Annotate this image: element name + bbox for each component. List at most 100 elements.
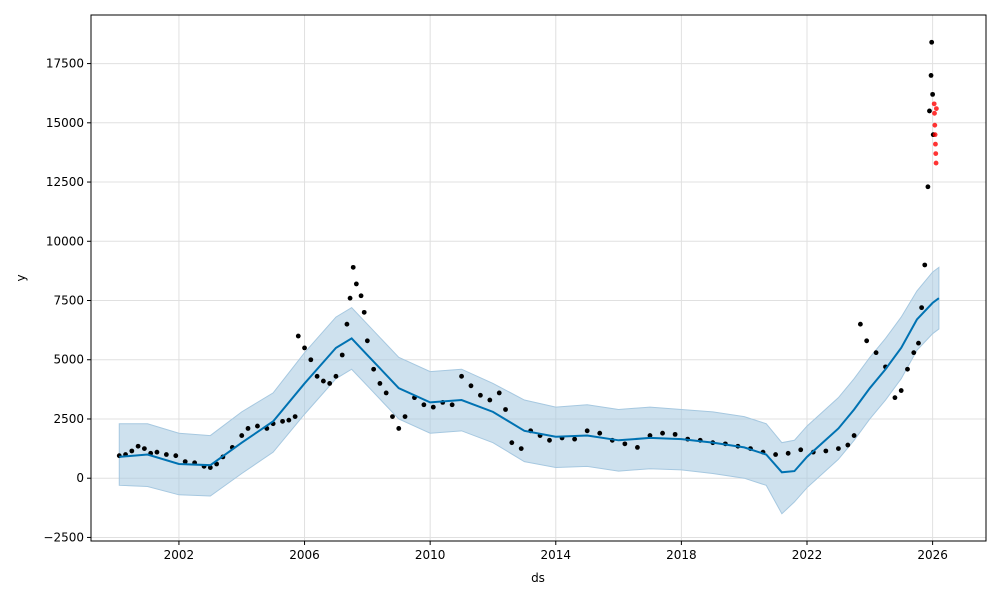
- observed-point: [364, 338, 370, 344]
- observed-point: [857, 321, 863, 327]
- observed-point: [358, 293, 364, 299]
- x-axis-label: ds: [531, 571, 545, 585]
- observed-point: [347, 295, 353, 301]
- y-axis: −2500 0 2500 5000 7500 10000 12500 15000 17500: [43, 57, 91, 544]
- forecast-point: [933, 151, 939, 157]
- observed-point: [173, 453, 179, 459]
- observed-point: [314, 373, 320, 379]
- observed-point: [383, 390, 389, 396]
- observed-point: [182, 459, 188, 465]
- observed-point: [785, 450, 791, 456]
- observed-point: [647, 433, 653, 438]
- y-tick-label: 17500: [46, 57, 84, 71]
- plot-area: [90, 14, 987, 542]
- observed-point: [919, 305, 925, 311]
- observed-point: [449, 402, 455, 408]
- observed-point: [911, 350, 917, 356]
- observed-point: [496, 390, 502, 396]
- observed-point: [141, 446, 147, 451]
- trend-line-path: [119, 297, 940, 474]
- observed-point: [308, 357, 314, 363]
- forecast-point: [933, 141, 938, 147]
- observed-point: [430, 404, 436, 410]
- observed-point: [864, 338, 870, 344]
- observed-point: [487, 397, 493, 403]
- observed-point: [925, 184, 931, 190]
- observed-point: [622, 441, 628, 447]
- forecast-point: [932, 122, 938, 128]
- x-tick-label: 2018: [666, 548, 697, 562]
- observed-point: [396, 426, 402, 431]
- observed-point: [928, 73, 934, 78]
- observed-point: [597, 430, 603, 436]
- observed-point: [333, 373, 339, 379]
- forecast-point: [932, 110, 937, 116]
- observed-point: [163, 452, 169, 457]
- observed-point: [390, 414, 395, 420]
- observed-point: [459, 373, 464, 379]
- observed-point: [350, 264, 356, 270]
- y-tick-label: 0: [76, 471, 84, 485]
- observed-point: [255, 423, 260, 429]
- observed-point: [371, 366, 377, 372]
- y-tick-label: 12500: [46, 175, 84, 189]
- observed-point: [773, 452, 778, 457]
- x-tick-label: 2010: [415, 548, 446, 562]
- y-tick-label: −2500: [43, 530, 84, 544]
- observed-point: [286, 417, 292, 423]
- observed-point: [468, 383, 474, 389]
- observed-point: [154, 449, 160, 455]
- forecast-point: [933, 106, 939, 111]
- observed-point: [547, 437, 552, 443]
- observed-point: [930, 91, 936, 97]
- observed-point: [823, 448, 829, 454]
- observed-point: [503, 407, 508, 412]
- observed-point: [572, 436, 578, 442]
- observed-point: [402, 414, 408, 420]
- observed-point: [836, 446, 841, 451]
- observed-point: [344, 321, 350, 327]
- x-tick-label: 2002: [164, 548, 195, 562]
- y-tick-label: 2500: [53, 412, 84, 426]
- observed-point: [129, 448, 135, 454]
- observed-point: [892, 395, 898, 401]
- observed-point: [509, 440, 515, 446]
- observed-point: [292, 414, 298, 420]
- x-tick-label: 2006: [289, 548, 320, 562]
- x-axis: 2002 2006 2010 2014 2018 2022 2026: [164, 541, 948, 562]
- y-tick-label: 7500: [53, 294, 84, 308]
- uncertainty-band: [118, 266, 940, 515]
- observed-point: [421, 402, 427, 408]
- uncertainty-band-area: [118, 266, 940, 515]
- observed-point: [214, 461, 220, 467]
- observed-point: [361, 309, 367, 315]
- y-tick-label: 15000: [46, 116, 84, 130]
- observed-point: [898, 388, 904, 393]
- observed-point: [905, 366, 910, 372]
- observed-point: [518, 446, 524, 451]
- observed-point: [327, 381, 333, 386]
- observed-point: [339, 352, 345, 358]
- observed-point: [851, 433, 857, 438]
- observed-point: [239, 433, 245, 438]
- observed-point: [845, 442, 851, 448]
- observed-point: [922, 262, 928, 268]
- observed-point: [353, 281, 359, 287]
- observed-point: [672, 431, 678, 437]
- observed-point: [280, 418, 285, 424]
- forecast-point: [933, 160, 939, 166]
- observed-point: [635, 445, 640, 450]
- x-tick-label: 2026: [917, 548, 948, 562]
- observed-point: [916, 340, 921, 346]
- observed-point: [660, 430, 665, 436]
- observed-point: [320, 378, 326, 384]
- y-tick-label: 10000: [46, 234, 84, 248]
- observed-point: [245, 426, 251, 431]
- forecast-point: [932, 132, 938, 138]
- observed-point: [873, 350, 879, 356]
- trend-line: [119, 297, 940, 474]
- observed-point: [584, 428, 590, 434]
- forecast-point: [931, 101, 937, 107]
- observed-point: [929, 39, 935, 45]
